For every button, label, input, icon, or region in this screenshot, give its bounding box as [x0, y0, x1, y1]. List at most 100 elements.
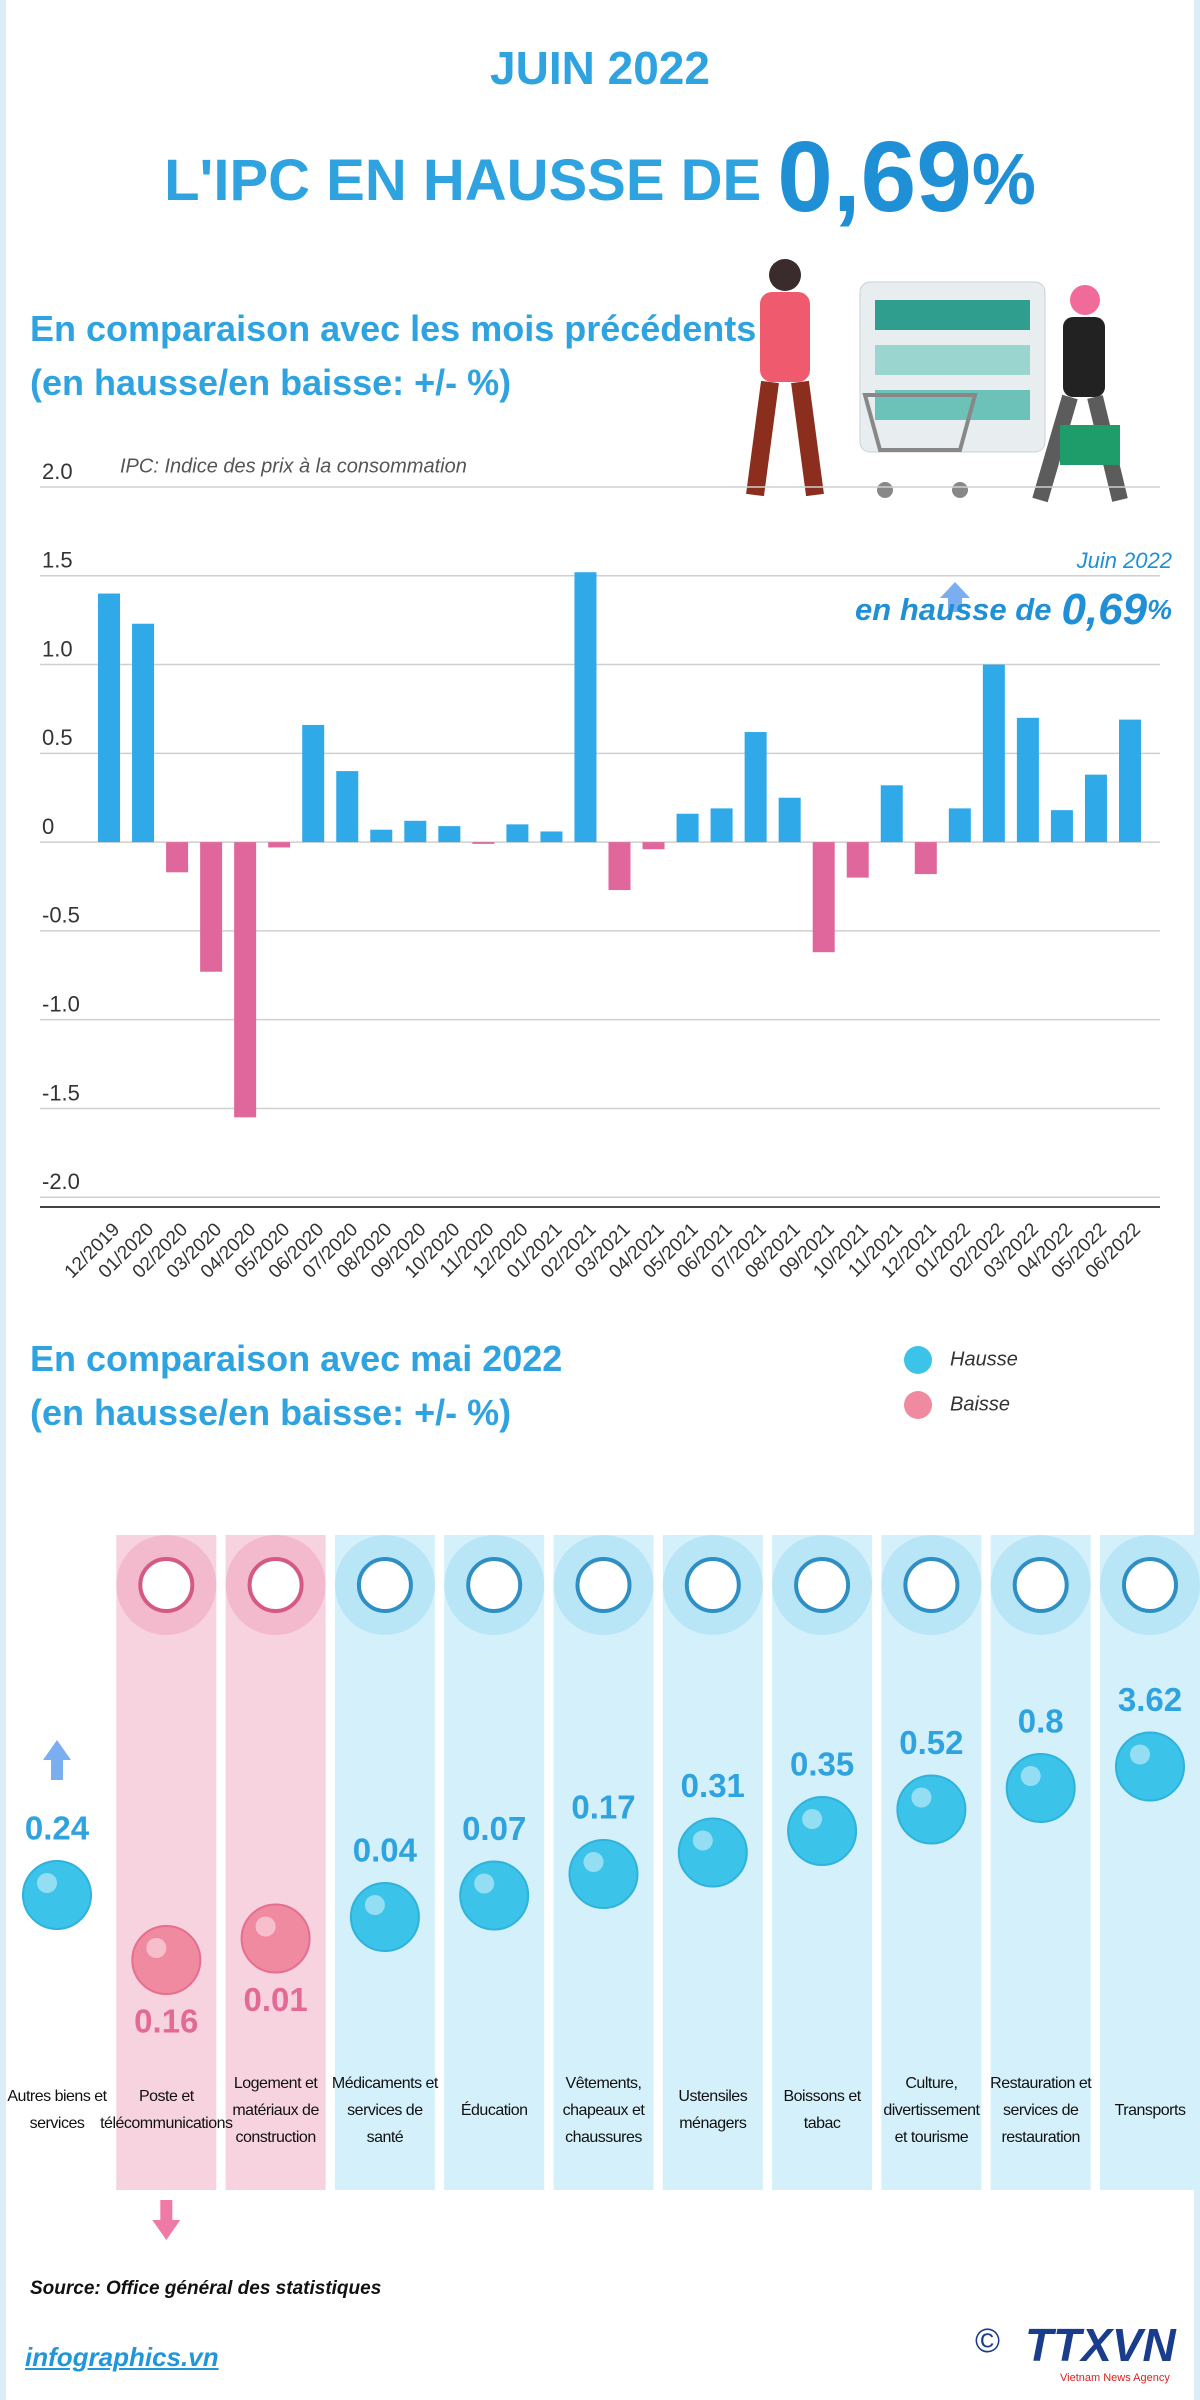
legend-label: Hausse — [950, 1348, 1018, 1370]
bar — [132, 623, 155, 843]
bar — [404, 820, 427, 843]
column — [1100, 1535, 1200, 2190]
y-tick-label: 1.0 — [42, 636, 73, 661]
bar — [1118, 719, 1141, 843]
dot — [459, 1860, 530, 1931]
annotation-unit: % — [1147, 594, 1172, 625]
logo-name: TTXVN — [1025, 2319, 1176, 2371]
annotation-value: 0,69 — [1061, 585, 1147, 634]
dot — [1005, 1753, 1076, 1823]
category-label: Éducation — [460, 2101, 528, 2119]
y-tick-label: 2.0 — [42, 459, 73, 484]
legend-label: Baisse — [950, 1393, 1010, 1415]
dot — [131, 1925, 202, 1995]
y-tick-label: 0.5 — [42, 725, 73, 750]
dot — [22, 1860, 92, 1930]
bar — [642, 842, 665, 850]
bar — [710, 808, 733, 843]
dot — [240, 1903, 311, 1974]
icon — [138, 1557, 195, 1613]
legend-marker — [904, 1391, 932, 1419]
dot-shine — [37, 1873, 57, 1893]
annotation: en hausse de 0,69% — [855, 585, 1172, 634]
bar — [778, 797, 801, 843]
bar — [846, 842, 869, 878]
category-label: Ustensiles ménagers — [678, 2088, 748, 2132]
dot-shine — [911, 1787, 932, 1808]
chart-title: En comparaison avec mai 2022 (en hausse/… — [30, 1338, 563, 1433]
category-label: Transports — [1114, 2101, 1186, 2119]
column — [225, 1535, 326, 2190]
icon — [466, 1557, 523, 1613]
annotation-date: Juin 2022 — [1076, 548, 1172, 573]
bar — [1050, 810, 1073, 843]
bar — [302, 724, 325, 843]
value-label: 0.16 — [134, 2003, 198, 2040]
dot — [787, 1796, 858, 1866]
logo-tagline: Vietnam News Agency — [1060, 2372, 1170, 2384]
dot — [896, 1774, 967, 1845]
bar — [98, 593, 121, 843]
column — [881, 1535, 982, 2190]
headline-unit: % — [972, 140, 1036, 220]
y-tick-label: -1.5 — [42, 1080, 80, 1105]
site-link[interactable]: infographics.vn — [25, 2342, 219, 2372]
bar — [1084, 774, 1107, 843]
icon — [684, 1557, 741, 1613]
value-label: 0.35 — [790, 1746, 854, 1783]
dot-shine — [364, 1895, 385, 1915]
icon — [247, 1557, 304, 1613]
y-tick-label: 1.5 — [42, 548, 73, 573]
dot-shine — [1020, 1766, 1041, 1786]
category-label: Poste et télécommunications — [100, 2088, 233, 2132]
dot-shine — [474, 1873, 495, 1894]
bar — [438, 826, 461, 843]
bar — [914, 842, 937, 875]
dot-shine — [583, 1852, 604, 1872]
value-label: 0.01 — [243, 1981, 307, 2018]
dot-shine — [802, 1809, 823, 1829]
bar — [676, 813, 699, 843]
bar — [744, 732, 767, 843]
bar — [812, 842, 835, 953]
icon — [903, 1557, 960, 1613]
arrow-up — [43, 1740, 71, 1780]
headline-value: 0,69 — [777, 121, 972, 233]
dot-shine — [692, 1830, 713, 1851]
icon — [575, 1557, 632, 1613]
chart-title: En comparaison avec les mois précédents … — [30, 308, 757, 403]
value-label: 0.31 — [681, 1767, 745, 1804]
note: IPC: Indice des prix à la consommation — [120, 455, 467, 477]
category-label: Logement et matériaux de construction — [232, 2074, 319, 2146]
bar — [574, 572, 597, 843]
bar — [608, 842, 631, 891]
frame — [1194, 0, 1200, 2400]
shoppers-illustration — [746, 259, 1128, 503]
source: Source: Office général des statistiques — [30, 2278, 382, 2299]
icon — [356, 1557, 413, 1613]
bar — [948, 808, 971, 843]
value-label: 0.04 — [353, 1832, 418, 1869]
category-label: Boissons et tabac — [783, 2088, 861, 2132]
icon — [1122, 1557, 1178, 1613]
column — [116, 1535, 217, 2190]
headline-text: L'IPC EN HAUSSE DE — [164, 148, 761, 213]
y-tick-label: 0 — [42, 814, 54, 839]
value-label: 0.17 — [571, 1789, 635, 1826]
bar — [200, 842, 223, 972]
arrow-down — [152, 2200, 181, 2240]
dot — [1115, 1731, 1185, 1802]
logo-symbol: © — [975, 2322, 1001, 2360]
value-label: 0.52 — [899, 1724, 963, 1761]
date: JUIN 2022 — [490, 42, 710, 94]
dot-shine — [146, 1938, 167, 1958]
frame — [0, 0, 6, 2400]
category-label: Médicaments et services de santé — [331, 2074, 438, 2146]
icon — [1012, 1557, 1069, 1613]
dot — [349, 1882, 420, 1952]
value-label: 0.07 — [462, 1810, 526, 1847]
bar — [982, 664, 1005, 843]
annotation-text: en hausse de — [855, 592, 1051, 627]
